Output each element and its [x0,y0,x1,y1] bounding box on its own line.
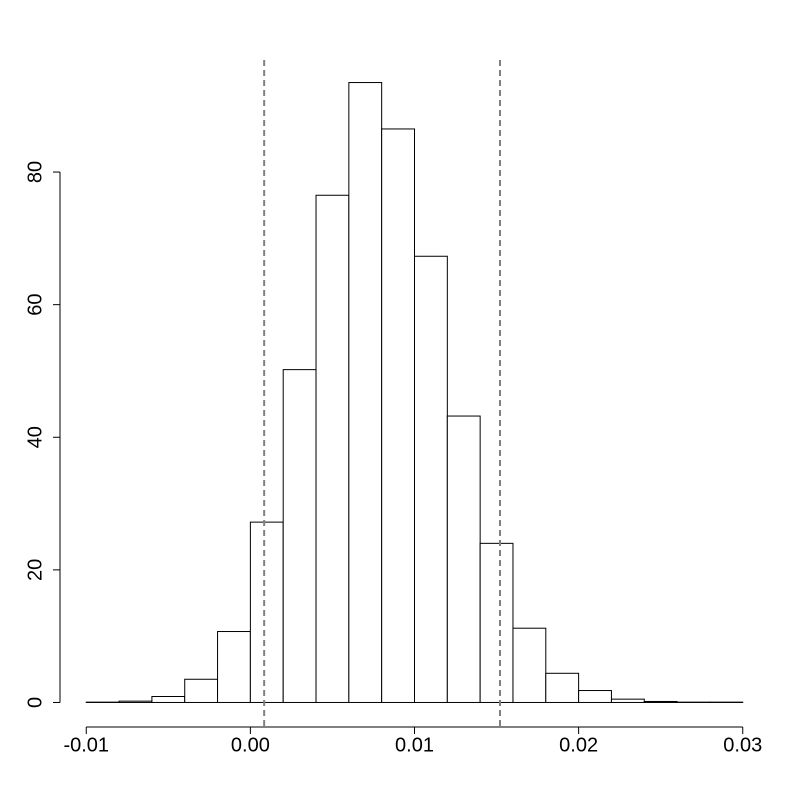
y-tick-label: 60 [24,294,46,316]
bar [610,698,645,703]
bar [249,521,284,703]
x-tick-label: 0.03 [723,734,762,756]
bar [118,700,153,703]
x-tick-label: 0.02 [559,734,598,756]
bar [315,194,350,703]
y-tick-label: 40 [24,426,46,448]
bar [643,700,678,703]
bar [217,631,251,703]
x-tick-label: 0.00 [231,734,270,756]
bar [414,255,448,703]
bar [545,672,580,703]
y-tick-label: 0 [24,697,46,708]
bar [578,690,612,703]
y-tick-label: 80 [24,161,46,183]
bar [512,627,547,703]
y-tick-label: 20 [24,559,46,581]
bar [348,82,383,703]
x-tick-label: -0.01 [63,734,109,756]
bar [282,369,317,703]
bar [446,415,481,703]
bar [151,696,186,703]
bar [184,678,219,703]
x-tick-label: 0.01 [395,734,434,756]
bar [381,128,416,703]
bar [479,542,514,703]
